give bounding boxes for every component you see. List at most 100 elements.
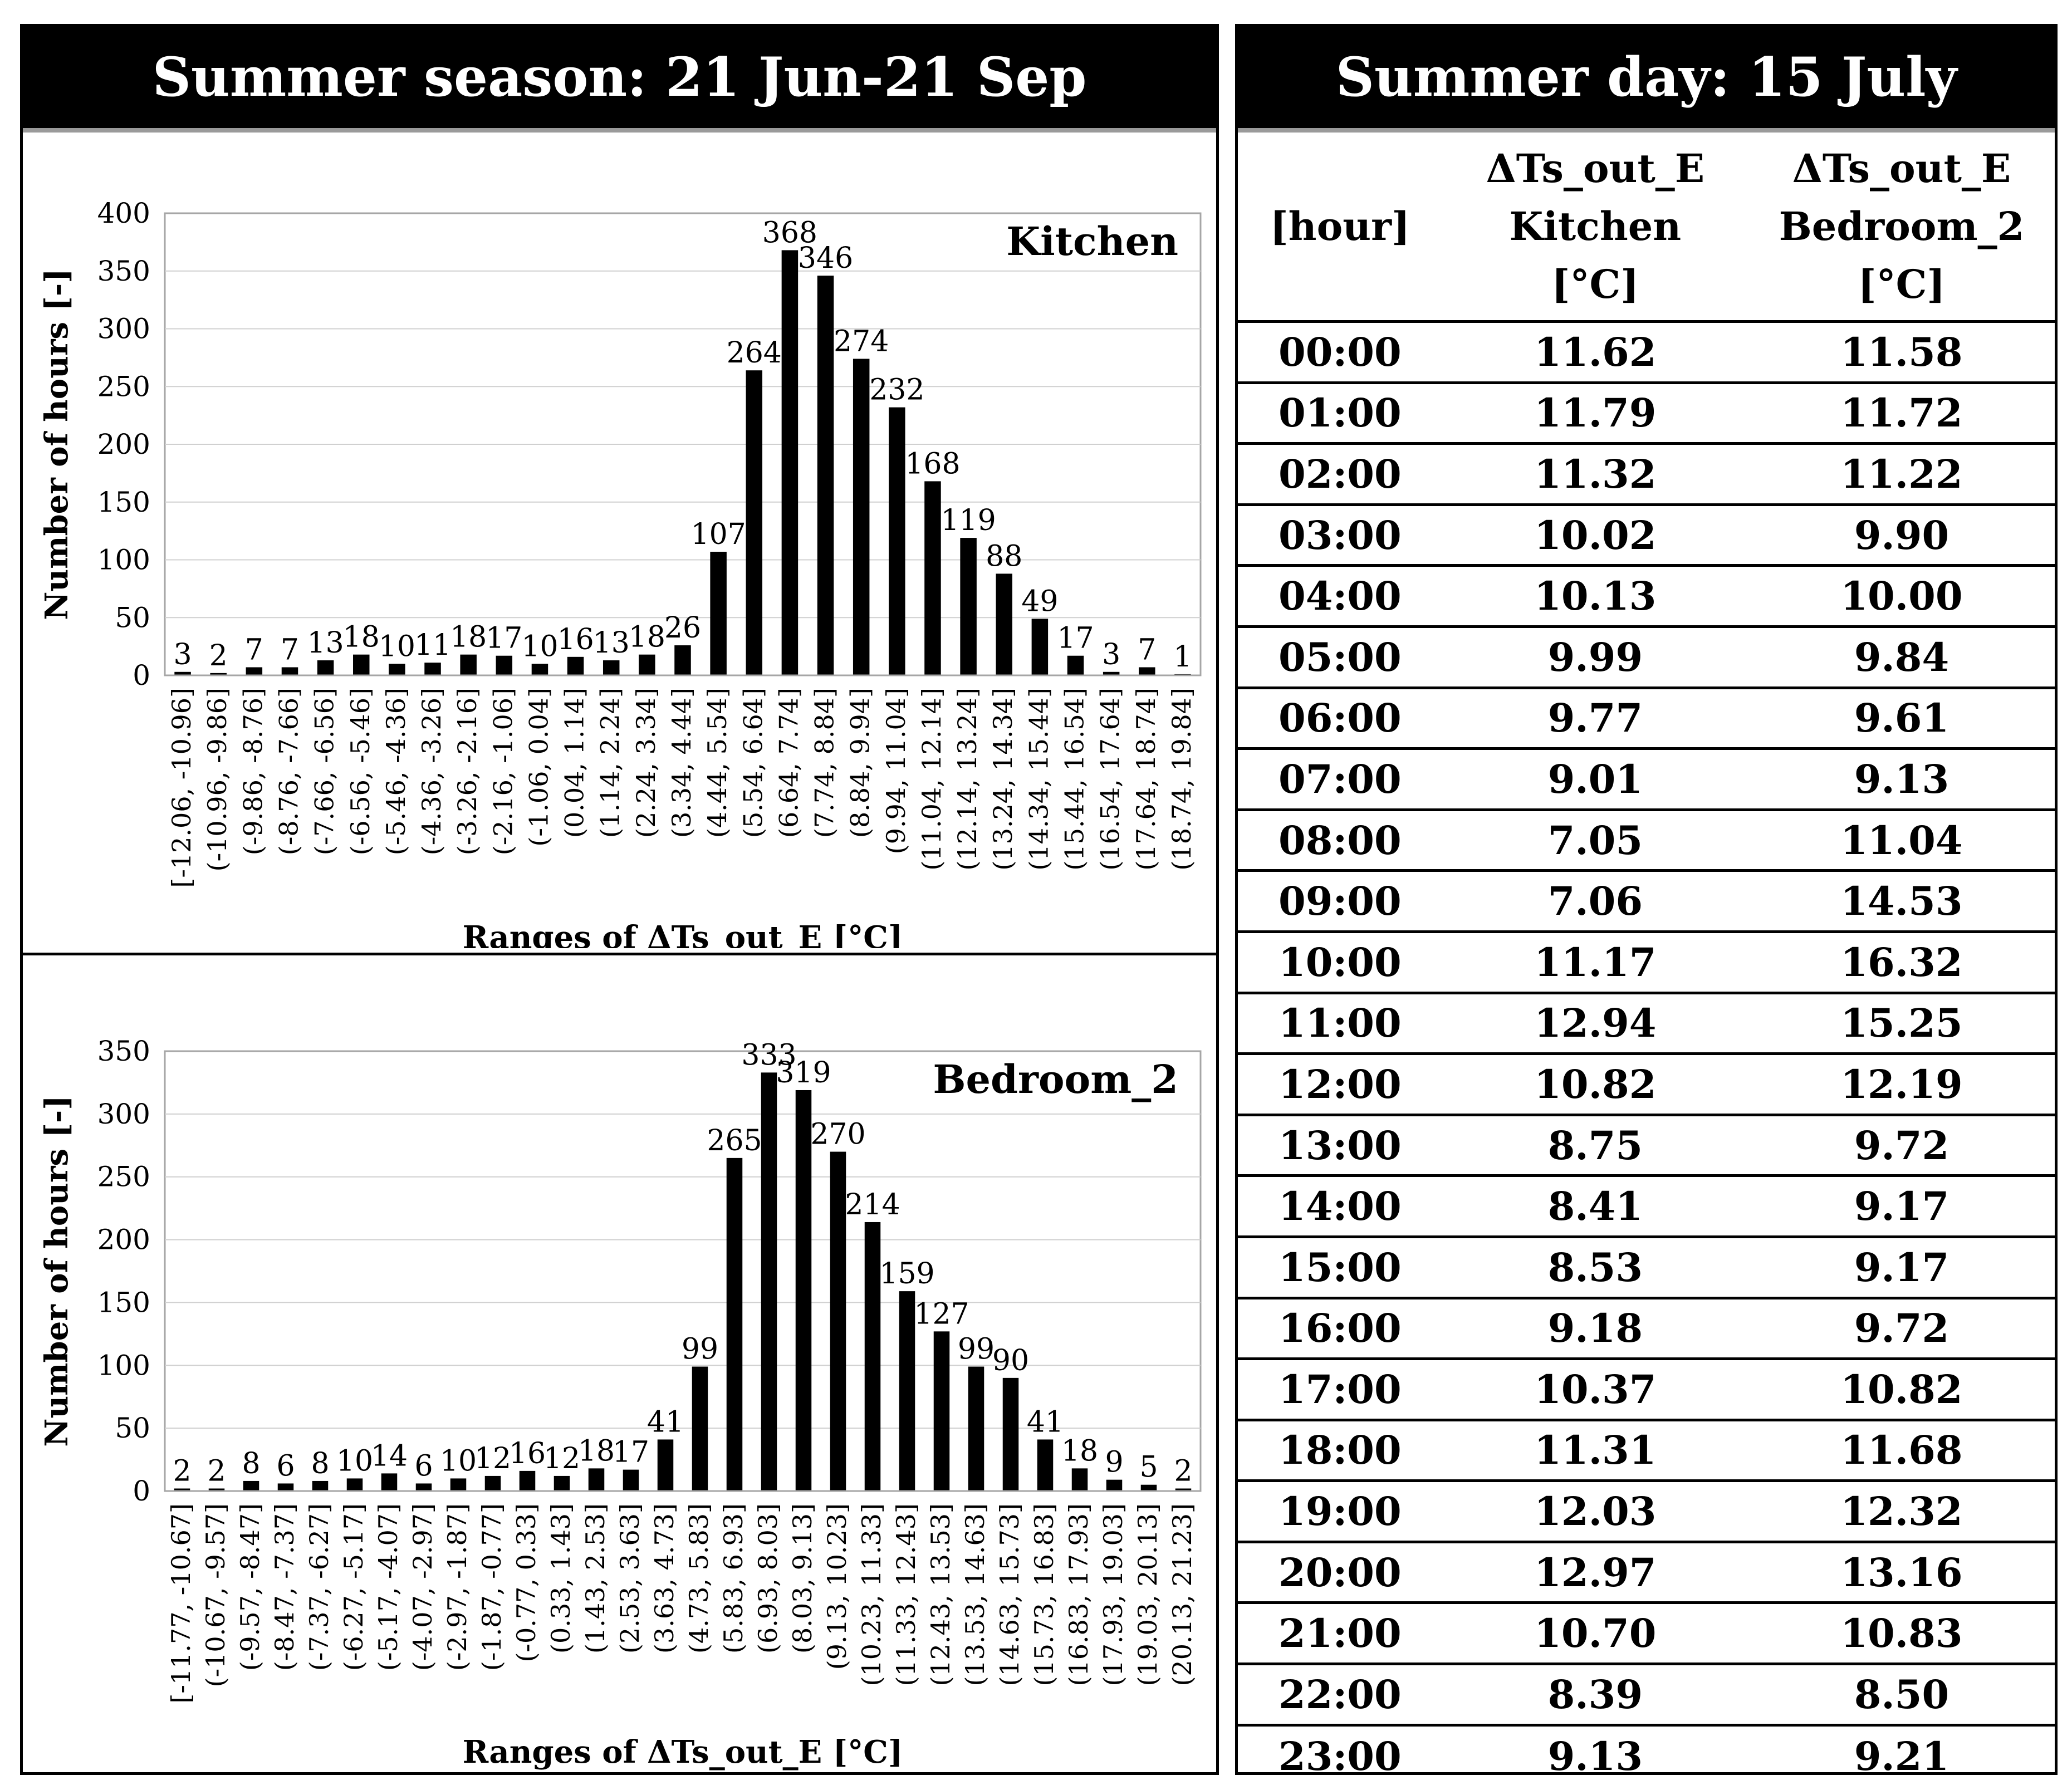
bar-value-label: 2	[1174, 1454, 1192, 1488]
hour-cell: 17:00	[1238, 1359, 1442, 1421]
bar	[460, 654, 477, 675]
x-category-label: (-10.96, -9.86]	[202, 688, 232, 871]
x-category-label: (-4.07, -2.97]	[408, 1503, 438, 1671]
bar-value-label: 99	[682, 1333, 718, 1366]
bar	[899, 1291, 915, 1491]
hour-cell: 00:00	[1238, 321, 1442, 384]
bar-value-label: 107	[691, 518, 746, 551]
y-tick-label: 50	[115, 601, 150, 634]
table-row: 19:00 12.03 12.32	[1238, 1480, 2055, 1543]
chart-title: Kitchen	[1006, 218, 1178, 264]
kitchen-value-cell: 7.05	[1442, 810, 1748, 872]
hour-cell: 11:00	[1238, 993, 1442, 1056]
kitchen-value-cell: 10.82	[1442, 1053, 1748, 1116]
x-category-label: (2.24, 3.34]	[631, 688, 661, 838]
bar-value-label: 6	[414, 1449, 433, 1483]
table-row: 13:00 8.75 9.72	[1238, 1115, 2055, 1178]
x-category-label: [-12.06, -10.96]	[166, 688, 197, 888]
bar	[519, 1470, 536, 1491]
bar-value-label: 1	[1173, 640, 1192, 674]
bedroom-value-cell: 11.22	[1748, 443, 2055, 506]
bar	[623, 1469, 639, 1491]
hour-cell: 15:00	[1238, 1237, 1442, 1299]
bedroom-value-cell: 9.21	[1854, 1733, 1949, 1779]
kitchen-value-cell: 8.41	[1442, 1175, 1748, 1238]
bar-value-label: 12	[543, 1442, 580, 1475]
bar	[246, 667, 263, 675]
header-line: [hour]	[1270, 203, 1410, 249]
bar	[795, 1090, 812, 1491]
bar-value-label: 10	[440, 1444, 477, 1478]
x-category-label: (20.13, 21.23]	[1167, 1503, 1197, 1686]
y-tick-label: 0	[133, 659, 150, 692]
bar-value-label: 319	[776, 1056, 831, 1090]
bar-value-label: 8	[311, 1447, 329, 1480]
x-category-label: (-2.16, -1.06]	[488, 688, 518, 855]
x-axis-title: Ranges of ΔTs_out_E [°C]	[463, 919, 903, 948]
table-row: 10:00 11.17 16.32	[1238, 931, 2055, 994]
bar	[933, 1331, 950, 1491]
x-category-label: (10.23, 11.33]	[856, 1503, 886, 1686]
bar	[553, 1475, 570, 1491]
hour-cell: 13:00	[1238, 1115, 1442, 1178]
table-row: 09:00 7.06 14.53	[1238, 870, 2055, 933]
y-tick-label: 150	[97, 486, 150, 518]
bar	[415, 1483, 432, 1491]
bar-value-label: 264	[727, 336, 782, 370]
y-tick-label: 300	[97, 313, 150, 345]
bar	[567, 656, 584, 675]
bar-value-label: 10	[379, 630, 415, 663]
x-category-label: (-2.97, -1.87]	[442, 1503, 472, 1671]
x-category-label: (-7.66, -6.56]	[310, 688, 340, 855]
bar	[1031, 619, 1049, 675]
table-row: 22:00 8.39 8.50	[1238, 1664, 2055, 1727]
bedroom-value-cell: 9.90	[1748, 504, 2055, 567]
bedroom-value-cell: 14.53	[1748, 870, 2055, 933]
bar	[484, 1475, 501, 1491]
bar	[639, 654, 655, 675]
bar-value-label: 3	[174, 638, 192, 671]
y-axis-title: Number of hours [-]	[38, 268, 75, 620]
summer-season-panel: Summer season: 21 Jun-21 Sep 0 50 100 150 20…	[20, 24, 1219, 1775]
hourly-delta-table: [hour] ΔTs_out_E Kitchen [°C] ΔTs_out_E …	[1238, 133, 2055, 1786]
kitchen-value-cell: 7.06	[1442, 870, 1748, 933]
bar-value-label: 13	[307, 626, 344, 660]
bedroom-value-cell: 11.72	[1748, 382, 2055, 445]
x-category-label: (9.94, 11.04]	[881, 688, 911, 854]
table-row: 15:00 8.53 9.17	[1238, 1237, 2055, 1299]
hour-cell: 16:00	[1238, 1298, 1442, 1361]
bar-value-label: 127	[914, 1297, 969, 1331]
bar	[761, 1072, 777, 1491]
bar-value-label: 368	[762, 216, 817, 249]
bar-value-label: 14	[371, 1439, 408, 1473]
bar-value-label: 159	[879, 1257, 934, 1291]
x-category-label: (-8.76, -7.66]	[273, 688, 303, 855]
bedroom-value-cell: 9.84	[1748, 626, 2055, 689]
table-body: 00:00 11.62 11.58 01:00 11.79 11.72 02:00 11.32…	[1238, 321, 2055, 1786]
bedroom-value-cell: 9.72	[1748, 1115, 2055, 1178]
y-axis-title: Number of hours [-]	[38, 1095, 75, 1446]
header-line: Bedroom_2	[1779, 203, 2025, 249]
bar-value-label: 17	[613, 1436, 649, 1469]
bar	[174, 1488, 190, 1491]
kitchen-value-cell: 11.62	[1442, 321, 1748, 384]
hour-cell: 04:00	[1238, 565, 1442, 628]
x-category-label: (-9.57, -8.47]	[235, 1503, 265, 1671]
bedroom-value-cell: 15.25	[1748, 993, 2055, 1056]
kitchen-value-cell: 8.53	[1442, 1237, 1748, 1299]
bar	[1103, 671, 1120, 675]
x-category-label: (15.44, 16.54]	[1060, 688, 1090, 871]
bar	[389, 664, 405, 675]
x-category-label: (-3.26, -2.16]	[452, 688, 482, 855]
bar	[674, 645, 691, 675]
kitchen-value-cell: 10.70	[1442, 1602, 1748, 1666]
bar-value-label: 17	[1057, 622, 1094, 655]
kitchen-value-cell: 11.79	[1442, 382, 1748, 445]
bar-value-label: 18	[1061, 1434, 1098, 1468]
kitchen-histogram: 0 50 100 150 200 250 300 350 400 3 [-12.06, -10.96…	[38, 197, 1202, 948]
bar-value-label: 26	[664, 611, 701, 645]
kitchen-value-cell: 9.99	[1442, 626, 1748, 689]
bar-value-label: 6	[276, 1449, 295, 1483]
bar-value-label: 88	[986, 540, 1022, 573]
bar	[657, 1439, 674, 1491]
